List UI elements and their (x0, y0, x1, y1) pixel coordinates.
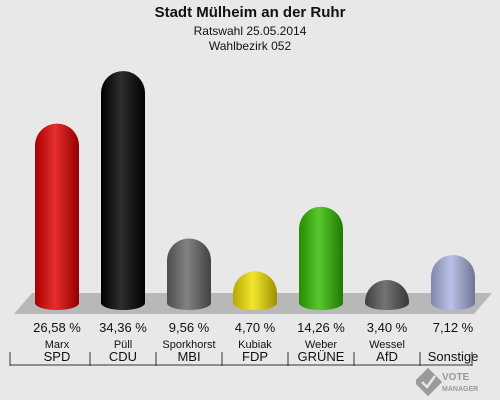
party-label: Sonstige (428, 349, 479, 364)
party-label: MBI (177, 349, 200, 364)
candidate-label: Sporkhorst (162, 339, 215, 351)
bar-afd (365, 280, 409, 310)
value-label: 26,58 % (33, 320, 81, 335)
party-label: FDP (242, 349, 268, 364)
value-label: 9,56 % (169, 320, 210, 335)
value-label: 34,36 % (99, 320, 147, 335)
candidate-label: Püll (114, 339, 132, 351)
party-label: GRÜNE (298, 349, 345, 364)
candidate-label: Marx (45, 339, 70, 351)
chart-title: Stadt Mülheim an der Ruhr (154, 4, 346, 21)
party-label: CDU (109, 349, 137, 364)
watermark-line2: MANAGER (442, 386, 478, 393)
bar-grüne (299, 206, 343, 310)
bar-spd (35, 123, 79, 310)
candidate-label: Weber (305, 339, 338, 351)
bar-fdp (233, 271, 277, 310)
value-label: 14,26 % (297, 320, 345, 335)
value-label: 3,40 % (367, 320, 408, 335)
bar-cdu (101, 71, 145, 310)
district-label: Wahlbezirk 052 (208, 39, 292, 53)
vote-manager-logo: VOTE MANAGER (416, 368, 478, 396)
party-label: AfD (376, 349, 398, 364)
watermark-line1: VOTE (442, 372, 470, 383)
bar-mbi (167, 238, 211, 310)
candidate-label: Kubiak (238, 339, 272, 351)
candidate-label: Wessel (369, 339, 405, 351)
bar-sonstige (431, 254, 475, 310)
checkmark-icon (416, 368, 443, 396)
election-subtitle: Ratswahl 25.05.2014 (193, 24, 307, 38)
value-label: 4,70 % (235, 320, 276, 335)
party-label: SPD (44, 349, 71, 364)
value-label: 7,12 % (433, 320, 474, 335)
